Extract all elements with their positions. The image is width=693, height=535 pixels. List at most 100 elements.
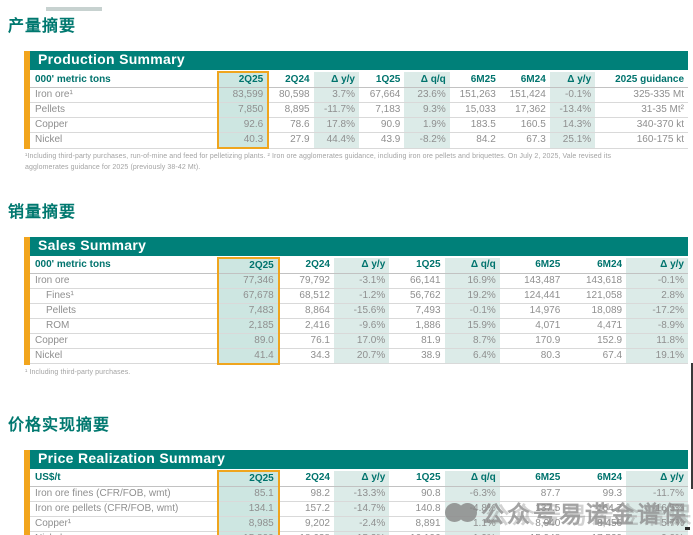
column-header-row: 000' metric tons 2Q25 2Q24 Δ y/y 1Q25 Δ q/q 6M…	[30, 256, 688, 274]
row-label: Fines¹	[30, 288, 219, 304]
data-cell: -2.4%	[334, 516, 390, 532]
data-cell: 2,185	[217, 318, 280, 334]
column-header: Δ y/y	[626, 257, 688, 274]
footnote: ¹ Including third-party purchases.	[25, 368, 688, 379]
data-cell: -13.3%	[334, 486, 390, 502]
row-label: ROM	[30, 318, 219, 334]
column-header: Δ q/q	[444, 470, 500, 487]
table-row: Iron ore fines (CFR/FOB, wmt) 85.1 98.2 -13…	[30, 486, 688, 502]
data-cell: 7,483	[217, 303, 280, 319]
data-cell: 19.1%	[626, 348, 688, 365]
data-cell: 17.0%	[334, 333, 390, 349]
data-cell: -13.4%	[549, 102, 596, 118]
data-cell: 89.0	[217, 333, 280, 349]
accent-bar	[24, 51, 30, 149]
data-cell: 143,487	[499, 273, 565, 289]
column-header: 2Q25	[217, 256, 280, 274]
summary-table: 000' metric tons 2Q25 2Q24 Δ y/y 1Q25 Δ q/q 6M…	[30, 71, 688, 149]
unit-label: 000' metric tons	[30, 72, 219, 88]
production-summary-table: 000' metric tons 2Q25 2Q24 Δ y/y 1Q25 Δ q/q 6M…	[30, 71, 688, 149]
data-cell: 17,362	[499, 102, 550, 118]
right-edge-artifact	[691, 363, 693, 489]
data-cell: -16.5%	[626, 501, 688, 517]
data-cell: 8,456	[564, 516, 627, 532]
table-row: Pellets 7,850 8,895 -11.7% 7,183 9.3% 15,033 17…	[30, 102, 688, 118]
column-header: 6M25	[499, 257, 565, 274]
data-cell: 87.7	[499, 486, 565, 502]
table-row: Nickel 41.4 34.3 20.7% 38.9 6.4% 80.3 67.4 19.1%	[30, 348, 688, 365]
data-cell: 68,512	[278, 288, 334, 304]
data-cell: 3.7%	[313, 87, 359, 103]
data-cell: 15,800	[217, 531, 280, 535]
data-cell: 66,141	[389, 273, 445, 289]
data-cell: 160.5	[499, 117, 550, 133]
table-row: Copper¹ 8,985 9,202 -2.4% 8,891 1.1% 8,940 8,45…	[30, 516, 688, 532]
data-cell: 7,850	[217, 102, 270, 118]
data-cell: 67,664	[358, 87, 405, 103]
price-realization-table-wrap: Price Realization Summary US$/t 2Q25 2Q24 Δ…	[24, 449, 688, 535]
row-label: Copper	[30, 333, 219, 349]
data-cell: 1,886	[389, 318, 445, 334]
data-cell: 6.4%	[444, 348, 500, 365]
data-cell: 43.9	[358, 132, 405, 149]
data-cell: 17,529	[564, 531, 627, 535]
data-cell: -15.6%	[334, 303, 390, 319]
data-cell: 15,033	[449, 102, 500, 118]
footnote-line: ¹ Including third-party purchases.	[25, 368, 131, 376]
wechat-icon	[458, 502, 477, 522]
column-header: 6M25	[499, 470, 565, 487]
data-cell: -9.6%	[334, 318, 390, 334]
data-cell: -8.9%	[626, 318, 688, 334]
data-cell: 8,864	[278, 303, 334, 319]
data-cell: 67,678	[217, 288, 280, 304]
data-cell: 152.9	[564, 333, 627, 349]
table-row: Iron ore¹ 83,599 80,598 3.7% 67,664 23.6% 151,…	[30, 87, 688, 103]
column-header: Δ y/y	[549, 72, 596, 88]
column-header: 1Q25	[389, 470, 445, 487]
data-cell: -17.2%	[626, 303, 688, 319]
data-cell: 92.6	[217, 117, 270, 133]
data-cell: -8.2%	[404, 132, 450, 149]
data-cell: 4,071	[499, 318, 565, 334]
data-cell: -11.7%	[313, 102, 359, 118]
data-cell: 151,263	[449, 87, 500, 103]
data-cell: 7,183	[358, 102, 405, 118]
section-heading-production: 产量摘要	[8, 16, 77, 35]
data-cell: 77,346	[217, 273, 280, 289]
data-cell: 15.9%	[444, 318, 500, 334]
data-cell: -6.3%	[444, 486, 500, 502]
production-summary-table-wrap: Production Summary 000' metric tons 2Q25 2…	[24, 51, 688, 149]
data-cell: 23.6%	[404, 87, 450, 103]
column-header: Δ y/y	[334, 470, 390, 487]
accent-bar	[24, 236, 30, 365]
data-cell: 99.3	[564, 486, 627, 502]
column-header: 1Q25	[389, 257, 445, 274]
row-label: Iron ore pellets (CFR/FOB, wmt)	[30, 501, 219, 517]
data-cell: 67.3	[499, 132, 550, 149]
data-cell: 183.5	[449, 117, 500, 133]
footnote-line: agglomerates guidance for 2025 (previous…	[25, 163, 201, 171]
row-label: Pellets	[30, 303, 219, 319]
data-cell: 137.5	[499, 501, 565, 517]
data-cell: 25.1%	[549, 132, 596, 149]
data-cell: 5.7%	[626, 516, 688, 532]
data-cell: 4,471	[564, 318, 627, 334]
data-cell: 121,058	[564, 288, 627, 304]
data-cell: 14.3%	[549, 117, 596, 133]
sales-summary-table-wrap: Sales Summary 000' metric tons 2Q25 2Q24 Δ …	[24, 236, 688, 365]
column-header: 6M24	[499, 72, 550, 88]
column-header: 2Q25	[217, 71, 270, 88]
data-cell: 67.4	[564, 348, 627, 365]
watermark-text: 公众号易诺金谱保	[481, 502, 689, 528]
row-label: Iron ore	[30, 273, 219, 289]
data-cell: 124,441	[499, 288, 565, 304]
data-cell: 9.3%	[404, 102, 450, 118]
column-header: Δ q/q	[404, 72, 450, 88]
corner-artifact	[685, 527, 690, 530]
column-header: Δ y/y	[313, 72, 359, 88]
data-cell: 16,106	[389, 531, 445, 535]
column-header: 6M24	[564, 257, 627, 274]
section-heading-price-realization: 价格实现摘要	[8, 414, 111, 434]
data-cell: 8,891	[389, 516, 445, 532]
